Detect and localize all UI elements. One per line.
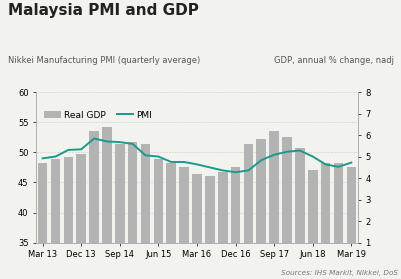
PMI [284,150,289,153]
PMI [130,142,135,146]
PMI [297,149,302,152]
Bar [102,126,111,243]
Text: Malaysia PMI and GDP: Malaysia PMI and GDP [8,3,198,18]
PMI [53,155,58,158]
Bar [140,144,150,243]
Bar [307,170,317,243]
Legend: Real GDP, PMI: Real GDP, PMI [41,107,156,123]
Bar [128,141,137,243]
Bar [243,144,253,243]
Bar [282,137,291,243]
PMI [245,169,250,172]
Bar [230,167,240,243]
PMI [40,157,45,160]
Bar [63,157,73,243]
Bar [38,163,47,243]
Bar [217,172,227,243]
Bar [153,159,163,243]
PMI [335,165,340,169]
Bar [89,131,99,243]
PMI [194,163,199,166]
PMI [117,140,122,144]
PMI [348,161,353,164]
PMI [233,170,237,174]
Bar [269,131,278,243]
PMI [143,154,148,157]
PMI [322,163,327,166]
Bar [166,163,176,243]
Bar [256,140,265,243]
PMI [258,158,263,162]
Bar [115,144,124,243]
Bar [51,159,60,243]
Text: Nikkei Manufacturing PMI (quarterly average): Nikkei Manufacturing PMI (quarterly aver… [8,56,200,65]
PMI [91,137,96,140]
Line: PMI: PMI [43,138,350,172]
Bar [320,163,330,243]
PMI [310,155,314,158]
Bar [333,163,342,243]
PMI [79,148,83,151]
PMI [220,169,225,172]
PMI [271,153,276,157]
Bar [346,167,355,243]
PMI [66,148,71,151]
Bar [76,155,86,243]
PMI [207,166,212,169]
Bar [179,167,188,243]
PMI [181,160,186,164]
Text: GDP, annual % change, nadj: GDP, annual % change, nadj [273,56,393,65]
PMI [104,140,109,143]
Bar [294,148,304,243]
Bar [192,174,201,243]
PMI [168,160,173,164]
Text: Sources: IHS Markit, Nikkei, DoS: Sources: IHS Markit, Nikkei, DoS [280,270,397,276]
PMI [156,155,160,158]
Bar [205,176,214,243]
